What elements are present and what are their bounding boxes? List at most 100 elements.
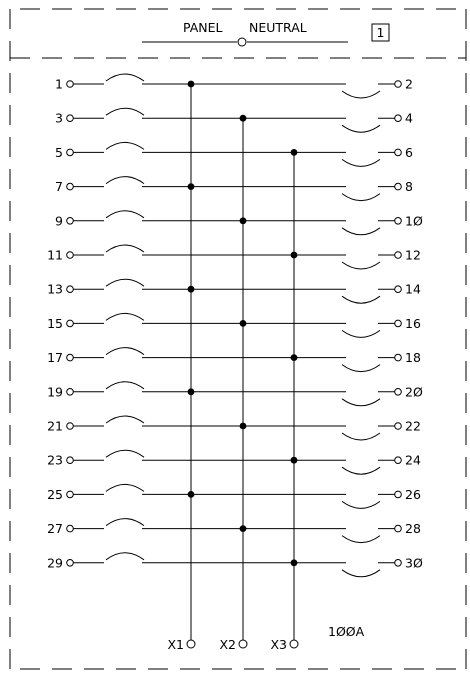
bus-bar: X2 (219, 118, 248, 652)
left-breaker-arc (105, 552, 145, 561)
right-breaker-arc (341, 193, 381, 202)
circuit-row: 23 24 (47, 449, 421, 475)
left-breaker-arc (105, 312, 145, 321)
left-terminal (66, 388, 74, 396)
right-circuit-number: 28 (405, 521, 421, 536)
left-circuit-number: 27 (47, 521, 63, 536)
panel-neutral-header: PANEL NEUTRAL 1 (142, 20, 390, 47)
circuit-row: 19 2Ø (47, 381, 423, 407)
right-terminal (394, 148, 402, 157)
bus-bars: X1 X2 X3 (167, 84, 299, 652)
right-terminal (394, 490, 402, 499)
right-terminal (394, 353, 402, 362)
right-breaker-arc (341, 569, 381, 578)
left-circuit-number: 19 (47, 384, 63, 399)
right-circuit-number: 6 (405, 145, 413, 160)
left-breaker-arc (105, 518, 145, 527)
panel-label: PANEL (183, 20, 223, 35)
circuit-row: 27 28 (47, 518, 421, 544)
bus-label: X1 (167, 637, 184, 652)
right-circuit-number: 4 (405, 111, 413, 126)
right-terminal (394, 80, 402, 88)
right-terminal (394, 251, 402, 259)
right-circuit-number: 8 (405, 179, 413, 194)
left-circuit-number: 13 (47, 282, 63, 297)
left-terminal (66, 80, 74, 88)
left-circuit-number: 25 (47, 487, 63, 502)
circuit-row: 17 18 (47, 347, 421, 373)
left-breaker-arc (105, 176, 145, 185)
left-circuit-number: 15 (47, 316, 63, 331)
left-terminal (66, 217, 74, 225)
right-terminal (394, 559, 402, 567)
sheet-tag-box (371, 23, 390, 42)
bus-terminal (289, 639, 299, 649)
left-breaker-arc (105, 278, 145, 287)
left-circuit-number: 3 (55, 111, 63, 126)
bus-terminal (238, 639, 248, 649)
left-circuit-number: 9 (55, 213, 63, 228)
left-circuit-number: 7 (55, 179, 63, 194)
left-terminal (66, 422, 74, 430)
right-terminal (394, 388, 402, 396)
left-terminal (66, 114, 74, 122)
right-terminal (394, 182, 402, 191)
right-terminal (394, 114, 402, 122)
bus-label: X2 (219, 637, 236, 652)
circuit-row: 9 1Ø (55, 210, 423, 236)
neutral-label: NEUTRAL (249, 20, 307, 35)
left-breaker-arc (105, 141, 145, 150)
right-circuit-number: 2Ø (405, 384, 423, 399)
right-breaker-arc (341, 90, 381, 99)
right-breaker-arc (341, 124, 381, 133)
right-circuit-number: 16 (405, 316, 421, 331)
right-breaker-arc (341, 466, 381, 475)
right-breaker-arc (341, 500, 381, 509)
bus-bar: X1 (167, 84, 196, 652)
left-breaker-arc (105, 381, 145, 390)
circuit-row: 21 22 (47, 415, 421, 441)
right-breaker-arc (341, 295, 381, 304)
bus-label: X3 (270, 637, 287, 652)
right-circuit-number: 3Ø (405, 555, 423, 570)
bus-terminal (186, 639, 196, 649)
right-breaker-arc (341, 364, 381, 373)
left-terminal (66, 182, 74, 191)
left-terminal (66, 456, 74, 465)
right-breaker-arc (341, 432, 381, 441)
right-circuit-number: 22 (405, 419, 421, 434)
left-terminal (66, 353, 74, 362)
left-breaker-arc (105, 107, 145, 116)
left-circuit-number: 17 (47, 350, 63, 365)
sheet-tag-number: 1 (377, 25, 385, 40)
right-breaker-arc (341, 158, 381, 167)
left-terminal (66, 148, 74, 157)
right-terminal (394, 319, 402, 328)
left-circuit-number: 29 (47, 555, 63, 570)
left-terminal (66, 490, 74, 499)
right-breaker-arc (341, 329, 381, 338)
right-terminal (394, 456, 402, 465)
left-terminal (66, 524, 74, 533)
left-circuit-number: 5 (55, 145, 63, 160)
left-breaker-arc (105, 73, 145, 82)
left-breaker-arc (105, 415, 145, 424)
right-terminal (394, 524, 402, 533)
right-circuit-number: 12 (405, 248, 421, 263)
circuit-row: 29 3Ø (47, 552, 423, 578)
bus-bar: X3 (270, 152, 299, 652)
circuit-row: 25 26 (47, 483, 421, 509)
right-breaker-arc (341, 261, 381, 270)
ampere-rating: 1ØØA (328, 624, 365, 639)
left-terminal (66, 251, 74, 259)
left-circuit-number: 11 (47, 248, 63, 263)
right-terminal (394, 422, 402, 430)
circuit-row: 15 16 (47, 312, 421, 338)
right-terminal (394, 217, 402, 225)
left-terminal (66, 559, 74, 567)
